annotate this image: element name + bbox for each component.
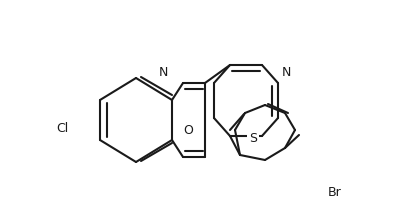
Text: O: O [183, 124, 193, 137]
Text: Br: Br [328, 187, 342, 199]
Text: N: N [281, 66, 291, 78]
Text: N: N [158, 66, 168, 78]
Text: S: S [249, 131, 257, 145]
Text: Cl: Cl [56, 121, 68, 134]
